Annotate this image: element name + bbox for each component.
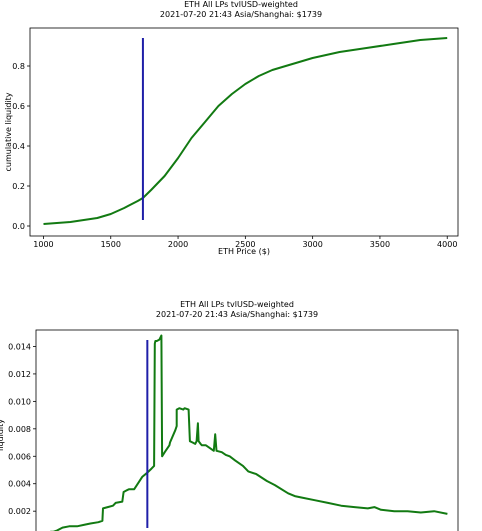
x-tick-label: 2500 xyxy=(235,240,255,249)
chart-title: ETH All LPs tvlUSD-weighted xyxy=(180,300,294,309)
y-tick-label: 0.010 xyxy=(8,397,31,406)
y-axis-label: liquidity xyxy=(0,419,5,451)
y-tick-label: 0.012 xyxy=(8,370,31,379)
y-tick-label: 0.014 xyxy=(8,342,31,351)
series-line xyxy=(50,334,448,531)
x-tick-label: 3000 xyxy=(302,240,322,249)
y-tick-label: 0.2 xyxy=(12,182,25,191)
x-tick-label: 1000 xyxy=(33,240,53,249)
chart-marks xyxy=(50,334,448,531)
x-axis-ticks: 1000 1500 2000 2500 3000 3500 4000 xyxy=(33,236,457,249)
y-tick-label: 0.4 xyxy=(12,142,25,151)
plot-area-frame xyxy=(35,329,459,531)
y-tick-label: 0.0 xyxy=(12,222,25,231)
y-tick-label: 0.006 xyxy=(8,452,31,461)
cumulative-liquidity-chart: ETH All LPs tvlUSD-weighted 2021-07-20 2… xyxy=(4,0,459,256)
plot-area-frame xyxy=(29,27,459,237)
y-tick-label: 0.004 xyxy=(8,480,31,489)
y-tick-label: 0.8 xyxy=(12,62,25,71)
series-line xyxy=(43,37,448,225)
chart-marks xyxy=(43,37,448,225)
chart-subtitle: 2021-07-20 21:43 Asia/Shanghai: $1739 xyxy=(160,10,322,19)
x-tick-label: 2000 xyxy=(168,240,188,249)
y-tick-label: 0.002 xyxy=(8,507,31,516)
x-axis-label: ETH Price ($) xyxy=(218,247,270,256)
x-tick-label: 3500 xyxy=(370,240,390,249)
liquidity-distribution-chart: ETH All LPs tvlUSD-weighted 2021-07-20 2… xyxy=(0,300,459,531)
x-tick-label: 1500 xyxy=(101,240,121,249)
y-tick-label: 0.6 xyxy=(12,102,25,111)
y-tick-label: 0.008 xyxy=(8,425,31,434)
x-tick-label: 4000 xyxy=(437,240,457,249)
chart-title: ETH All LPs tvlUSD-weighted xyxy=(184,0,298,9)
y-axis-ticks: 0.0 0.2 0.4 0.6 0.8 xyxy=(12,62,30,231)
chart-subtitle: 2021-07-20 21:43 Asia/Shanghai: $1739 xyxy=(156,310,318,319)
y-axis-label: cumulative liquidity xyxy=(4,92,13,171)
